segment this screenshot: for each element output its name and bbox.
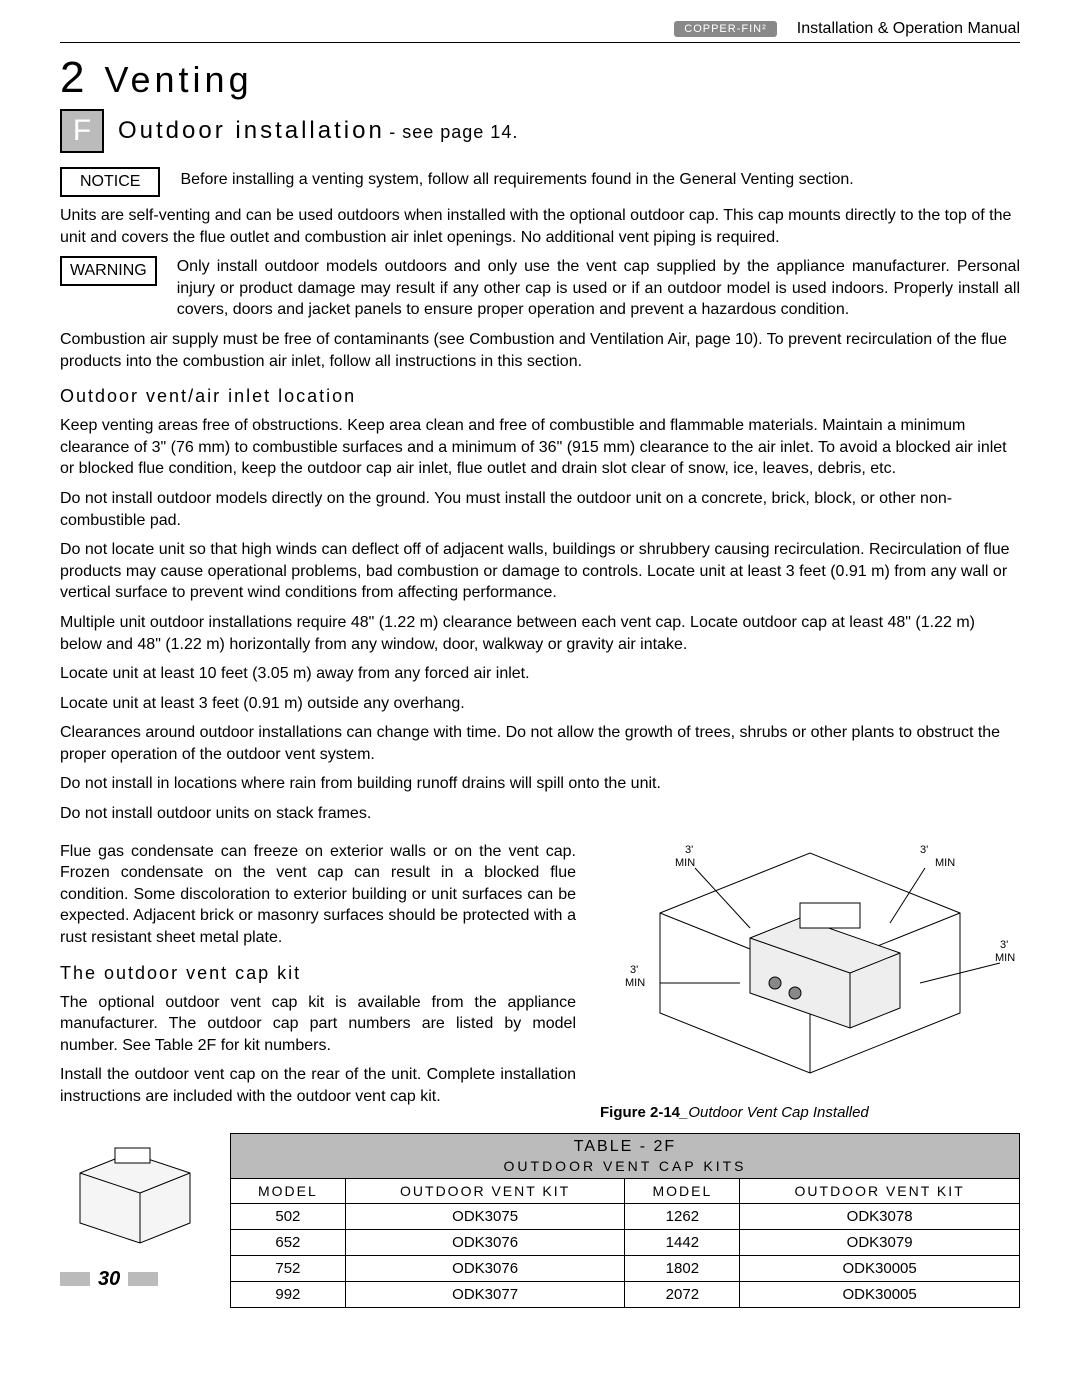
subsection-letter: F (60, 109, 104, 153)
svg-text:MIN: MIN (625, 977, 645, 989)
paragraph: Units are self-venting and can be used o… (60, 205, 1020, 248)
section-title: 2 Venting (60, 53, 1020, 103)
table-cell: ODK30005 (740, 1281, 1020, 1307)
paragraph: Do not install outdoor units on stack fr… (60, 803, 1020, 825)
subsection-suffix: - see page 14. (389, 122, 518, 142)
subsection-header: F Outdoor installation - see page 14. (60, 109, 1020, 153)
table-header: OUTDOOR VENT KIT (345, 1178, 625, 1203)
figure-number: Figure 2-14 (600, 1104, 680, 1121)
notice-label: NOTICE (60, 167, 160, 197)
subsection-title: Outdoor installation (118, 117, 385, 144)
notice-text: Before installing a venting system, foll… (180, 169, 853, 191)
notice-block: NOTICE Before installing a venting syste… (60, 167, 1020, 197)
table-cell: ODK3075 (345, 1203, 625, 1229)
table-row: 992 ODK3077 2072 ODK30005 (231, 1281, 1020, 1307)
table-cell: 1442 (625, 1229, 740, 1255)
paragraph: Do not install in locations where rain f… (60, 773, 1020, 795)
table-cell: ODK3078 (740, 1203, 1020, 1229)
header: COPPER-FIN² Installation & Operation Man… (60, 20, 1020, 43)
table-cell: 1802 (625, 1255, 740, 1281)
paragraph: Locate unit at least 3 feet (0.91 m) out… (60, 693, 1020, 715)
table-row: 502 ODK3075 1262 ODK3078 (231, 1203, 1020, 1229)
figure-caption: Figure 2-14_Outdoor Vent Cap Installed (600, 1104, 1020, 1121)
table-cell: 992 (231, 1281, 346, 1307)
table-header: OUTDOOR VENT KIT (740, 1178, 1020, 1203)
page-decorator-icon (128, 1272, 158, 1286)
table-cell: ODK3077 (345, 1281, 625, 1307)
section-name: Venting (104, 59, 252, 100)
section-number: 2 (60, 53, 84, 102)
paragraph: Combustion air supply must be free of co… (60, 329, 1020, 372)
paragraph: Do not locate unit so that high winds ca… (60, 539, 1020, 604)
heading-kit: The outdoor vent cap kit (60, 963, 576, 984)
table-cell: ODK3076 (345, 1229, 625, 1255)
table-cell: 752 (231, 1255, 346, 1281)
clearance-diagram: 3' MIN 3' MIN 3' MIN 3' MIN (600, 833, 1020, 1093)
warning-text: Only install outdoor models outdoors and… (177, 256, 1020, 321)
svg-text:3': 3' (1000, 939, 1008, 951)
svg-text:3': 3' (685, 844, 693, 856)
heading-location: Outdoor vent/air inlet location (60, 386, 1020, 407)
vent-kit-table: TABLE - 2F OUTDOOR VENT CAP KITS MODEL O… (230, 1133, 1020, 1308)
unit-iso-thumb: 30 (60, 1133, 210, 1291)
manual-title: Installation & Operation Manual (797, 20, 1020, 38)
paragraph: The optional outdoor vent cap kit is ava… (60, 992, 576, 1057)
table-cell: ODK3076 (345, 1255, 625, 1281)
paragraph: Do not install outdoor models directly o… (60, 488, 1020, 531)
paragraph: Locate unit at least 10 feet (3.05 m) aw… (60, 663, 1020, 685)
svg-text:3': 3' (630, 964, 638, 976)
page-decorator-icon (60, 1272, 90, 1286)
table-subtitle: OUTDOOR VENT CAP KITS (239, 1158, 1011, 1174)
table-cell: 502 (231, 1203, 346, 1229)
table-cell: 2072 (625, 1281, 740, 1307)
table-header-row: MODEL OUTDOOR VENT KIT MODEL OUTDOOR VEN… (231, 1178, 1020, 1203)
table-row: 652 ODK3076 1442 ODK3079 (231, 1229, 1020, 1255)
svg-text:MIN: MIN (995, 952, 1015, 964)
table-cell: ODK3079 (740, 1229, 1020, 1255)
svg-text:3': 3' (920, 844, 928, 856)
page-number-block: 30 (60, 1268, 210, 1291)
table-cell: ODK30005 (740, 1255, 1020, 1281)
paragraph: Flue gas condensate can freeze on exteri… (60, 841, 576, 949)
table-title: TABLE - 2F (574, 1138, 676, 1155)
page-number: 30 (98, 1268, 120, 1291)
paragraph: Keep venting areas free of obstructions.… (60, 415, 1020, 480)
table-cell: 652 (231, 1229, 346, 1255)
table-row: 752 ODK3076 1802 ODK30005 (231, 1255, 1020, 1281)
warning-label: WARNING (60, 256, 157, 286)
paragraph: Install the outdoor vent cap on the rear… (60, 1064, 576, 1107)
table-header: MODEL (231, 1178, 346, 1203)
paragraph: Clearances around outdoor installations … (60, 722, 1020, 765)
brand-badge: COPPER-FIN² (674, 21, 777, 37)
svg-text:MIN: MIN (935, 857, 955, 869)
table-header: MODEL (625, 1178, 740, 1203)
table-cell: 1262 (625, 1203, 740, 1229)
table-title-cell: TABLE - 2F OUTDOOR VENT CAP KITS (231, 1133, 1020, 1178)
paragraph: Multiple unit outdoor installations requ… (60, 612, 1020, 655)
figure-text: _Outdoor Vent Cap Installed (680, 1104, 869, 1121)
svg-text:MIN: MIN (675, 857, 695, 869)
warning-block: WARNING Only install outdoor models outd… (60, 256, 1020, 321)
